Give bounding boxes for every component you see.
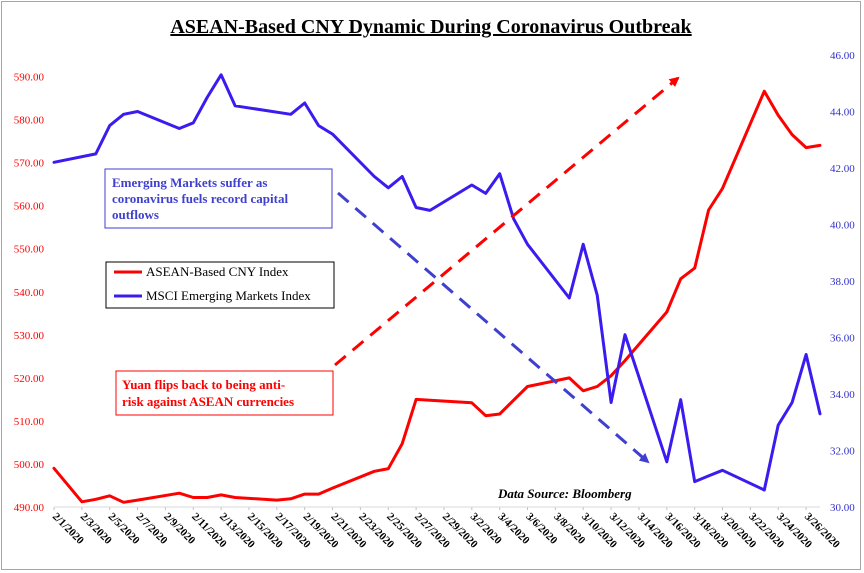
annotation-blue-line-1: Emerging Markets suffer as <box>112 175 267 190</box>
series-line-asean-cny <box>52 89 822 504</box>
left-axis: 490.00 500.00 510.00 520.00 530.00 540.00 550.… <box>14 72 45 514</box>
annotation-red-line-2: risk against ASEAN currencies <box>122 394 294 409</box>
left-tick-label: 570.00 <box>14 158 45 170</box>
legend-box <box>105 261 335 309</box>
legend-label-msci: MSCI Emerging Markets Index <box>146 288 311 303</box>
right-tick-label: 46.00 <box>830 50 855 62</box>
right-tick-label: 44.00 <box>830 107 855 119</box>
annotation-emerging-markets: Emerging Markets suffer as coronavirus f… <box>104 168 333 229</box>
left-tick-label: 530.00 <box>14 330 45 342</box>
legend: ASEAN-Based CNY Index MSCI Emerging Mark… <box>105 261 335 309</box>
left-tick-label: 540.00 <box>14 287 45 299</box>
left-tick-label: 490.00 <box>14 502 45 514</box>
red-trend-arrow <box>334 76 680 367</box>
right-axis: 30.00 32.00 34.00 36.00 38.00 40.00 42.00 44.00… <box>830 50 855 514</box>
left-tick-label: 520.00 <box>14 373 45 385</box>
right-tick-label: 42.00 <box>830 163 855 175</box>
series-line-msci-em <box>52 73 822 492</box>
right-tick-label: 40.00 <box>830 220 855 232</box>
annotation-blue-box <box>104 168 333 229</box>
left-tick-label: 560.00 <box>14 201 45 213</box>
annotation-red-box <box>115 370 334 416</box>
right-tick-label: 32.00 <box>830 446 855 458</box>
data-source-label: Data Source: Bloomberg <box>497 486 632 501</box>
annotation-yuan: Yuan flips back to being anti- risk agai… <box>115 370 334 416</box>
left-tick-label: 590.00 <box>14 72 45 84</box>
left-tick-label: 500.00 <box>14 459 45 471</box>
legend-label-cny: ASEAN-Based CNY Index <box>146 264 289 279</box>
x-axis: 2/1/20202/3/20202/5/20202/7/20202/9/2020… <box>50 507 842 551</box>
annotation-blue-line-2: coronavirus fuels record capital <box>112 191 288 206</box>
right-tick-label: 30.00 <box>830 502 855 514</box>
annotation-blue-line-3: outflows <box>112 207 159 222</box>
left-tick-label: 510.00 <box>14 416 45 428</box>
chart-title: ASEAN-Based CNY Dynamic During Coronavir… <box>170 16 692 38</box>
right-tick-label: 36.00 <box>830 333 855 345</box>
right-tick-label: 34.00 <box>830 389 855 401</box>
right-tick-label: 38.00 <box>830 276 855 288</box>
left-tick-label: 550.00 <box>14 244 45 256</box>
annotation-red-line-1: Yuan flips back to being anti- <box>122 377 285 392</box>
series-layer <box>52 73 822 504</box>
left-tick-label: 580.00 <box>14 115 45 127</box>
